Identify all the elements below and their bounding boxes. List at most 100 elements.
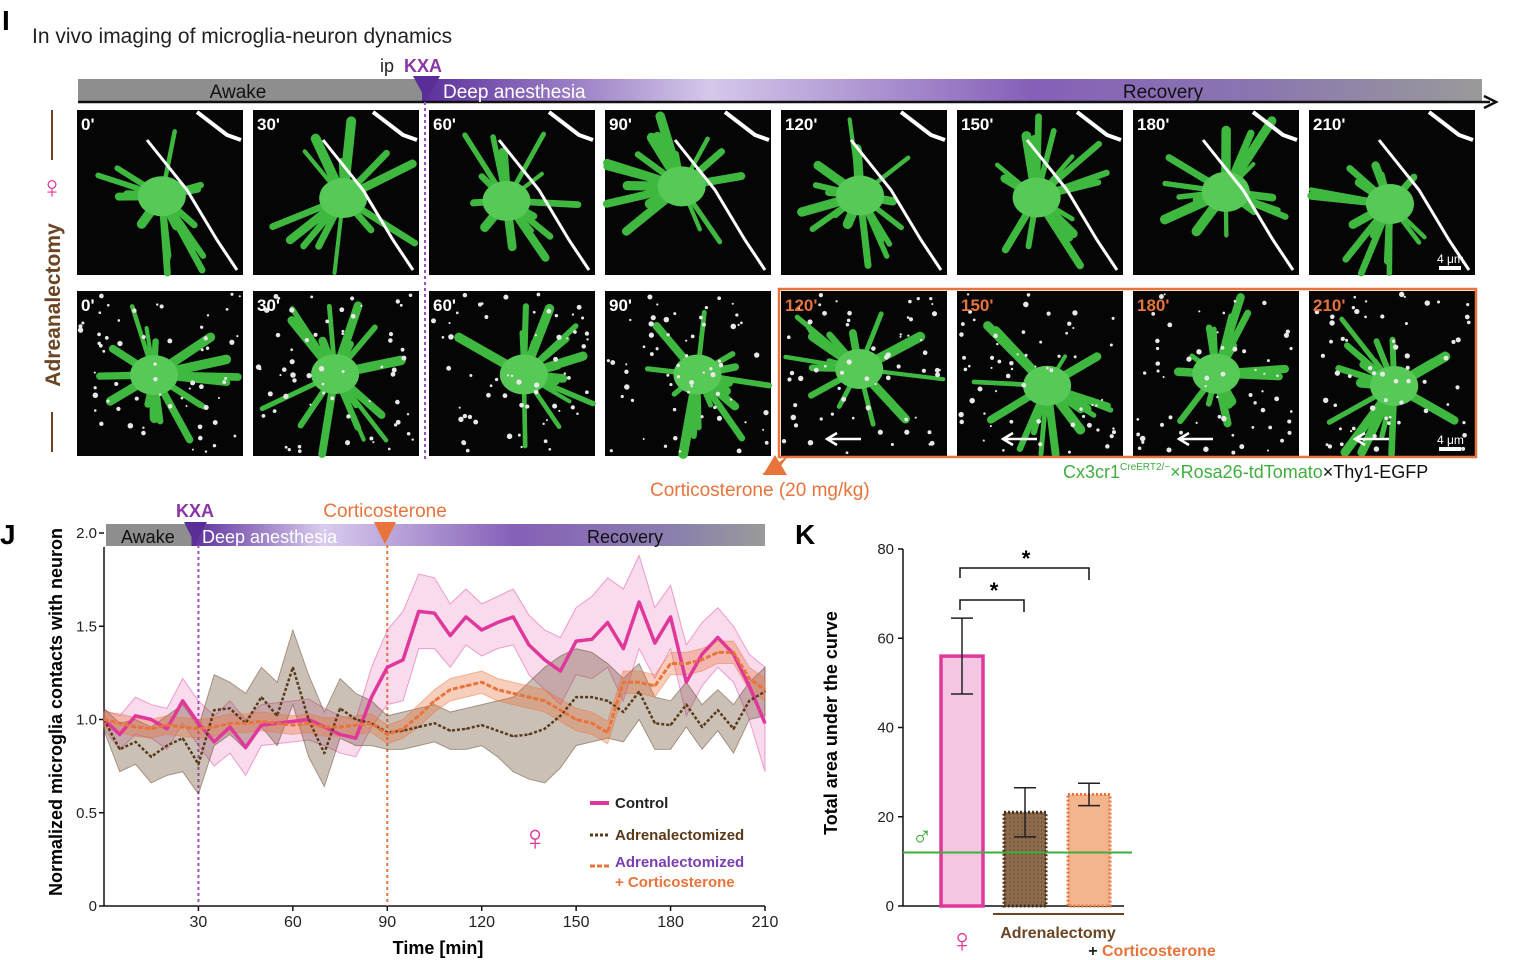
cort-marker-j xyxy=(374,522,396,544)
neuron-puncta xyxy=(1340,336,1345,342)
legend-label-control: Control xyxy=(615,795,668,812)
legend-label-adx-cort: Adrenalectomized xyxy=(615,854,744,871)
j-data-point xyxy=(244,722,247,725)
neuron-puncta xyxy=(1203,446,1209,452)
neuron-puncta xyxy=(715,391,721,397)
neuron-puncta xyxy=(104,335,109,340)
j-y-axis-title: Normalized microglia contacts with neuro… xyxy=(46,528,66,896)
neuron-puncta xyxy=(690,385,693,388)
neuron-puncta xyxy=(908,317,914,322)
neuron-puncta xyxy=(448,321,451,325)
neuron-puncta xyxy=(566,375,571,380)
microglia-soma xyxy=(319,178,368,219)
neuron-puncta xyxy=(310,295,314,299)
neuron-puncta xyxy=(1137,446,1142,451)
neuron-puncta xyxy=(1155,346,1160,351)
neuron-puncta xyxy=(1111,316,1115,320)
j-data-point xyxy=(748,700,751,702)
neuron-puncta xyxy=(1364,315,1367,319)
neuron-puncta xyxy=(236,334,239,338)
genotype-thy1: ×Thy1-EGFP xyxy=(1323,462,1429,482)
j-data-point xyxy=(480,681,483,683)
neuron-puncta xyxy=(922,350,928,356)
neuron-puncta xyxy=(1369,405,1376,411)
neuron-puncta xyxy=(701,322,706,327)
neuron-puncta xyxy=(1466,320,1471,325)
neuron-puncta xyxy=(341,332,344,335)
j-data-point xyxy=(417,714,420,717)
row-label-female: ♀ xyxy=(40,169,64,205)
neuron-puncta xyxy=(676,363,680,368)
neuron-puncta xyxy=(516,379,522,385)
j-data-point xyxy=(276,722,278,725)
j-data-point xyxy=(606,731,609,734)
neuron-puncta xyxy=(958,411,964,418)
neuron-puncta xyxy=(648,332,655,338)
j-x-tick-label: 210 xyxy=(752,914,779,931)
neuron-puncta xyxy=(465,448,470,453)
neuron-puncta xyxy=(648,321,654,327)
neuron-puncta xyxy=(841,396,847,402)
neuron-puncta xyxy=(1231,433,1235,437)
neuron-puncta xyxy=(230,292,234,296)
neuron-puncta xyxy=(847,310,852,316)
microglia-soma xyxy=(499,354,548,395)
neuron-puncta xyxy=(1136,418,1140,421)
neuron-puncta xyxy=(321,382,325,386)
neuron-puncta xyxy=(1239,444,1245,450)
neuron-puncta xyxy=(1217,414,1222,419)
j-data-point xyxy=(575,696,577,698)
k-y-tick-label: 0 xyxy=(886,898,894,915)
j-data-point xyxy=(764,688,766,691)
neuron-puncta xyxy=(1397,420,1401,425)
neuron-puncta xyxy=(744,421,747,424)
neuron-puncta xyxy=(989,425,992,428)
neuron-puncta xyxy=(1329,339,1333,344)
k-female-symbol: ♀ xyxy=(949,922,975,960)
j-data-point xyxy=(622,681,625,683)
k-y-tick-label: 60 xyxy=(877,630,894,647)
neuron-puncta xyxy=(1391,339,1396,343)
neuron-puncta xyxy=(977,386,983,392)
neuron-puncta xyxy=(93,409,97,412)
neuron-puncta xyxy=(142,426,145,429)
j-data-point xyxy=(575,718,577,721)
neuron-puncta xyxy=(283,393,289,399)
neuron-puncta xyxy=(1024,353,1028,357)
j-data-point xyxy=(339,726,341,728)
neuron-puncta xyxy=(224,377,228,380)
j-data-point xyxy=(150,718,153,721)
j-series-band xyxy=(103,553,766,777)
j-data-point xyxy=(229,707,231,710)
neuron-puncta xyxy=(543,439,548,444)
neuron-puncta xyxy=(98,311,102,315)
neuron-puncta xyxy=(736,448,742,454)
neuron-puncta xyxy=(441,336,445,339)
j-data-point xyxy=(339,733,341,736)
j-y-tick-label: 1.0 xyxy=(76,712,97,729)
neuron-puncta xyxy=(585,390,589,395)
j-x-tick-label: 150 xyxy=(563,914,590,931)
neuron-puncta xyxy=(663,444,668,448)
j-data-point xyxy=(591,722,593,725)
neuron-puncta xyxy=(642,437,645,440)
neuron-puncta xyxy=(325,319,330,324)
neuron-puncta xyxy=(989,355,995,360)
k-plot-area: 0 20 40 60 80 xyxy=(877,541,1132,915)
neuron-puncta xyxy=(406,413,410,416)
j-data-point xyxy=(559,670,562,672)
neuron-puncta xyxy=(1322,397,1329,403)
neuron-puncta xyxy=(1406,378,1411,384)
microglia-soma xyxy=(1370,365,1419,406)
cort-marker-i-full xyxy=(763,455,787,475)
neuron-puncta xyxy=(180,396,184,400)
j-data-point xyxy=(748,677,751,680)
neuron-puncta xyxy=(1373,446,1380,452)
j-data-point xyxy=(402,659,404,661)
j-data-point xyxy=(716,651,719,654)
neuron-puncta xyxy=(818,293,824,298)
neuron-puncta xyxy=(830,412,835,416)
j-data-point xyxy=(260,720,263,723)
scale-bar-label: 4 μm xyxy=(1437,252,1464,266)
kxa-label-i: KXA xyxy=(404,56,442,76)
